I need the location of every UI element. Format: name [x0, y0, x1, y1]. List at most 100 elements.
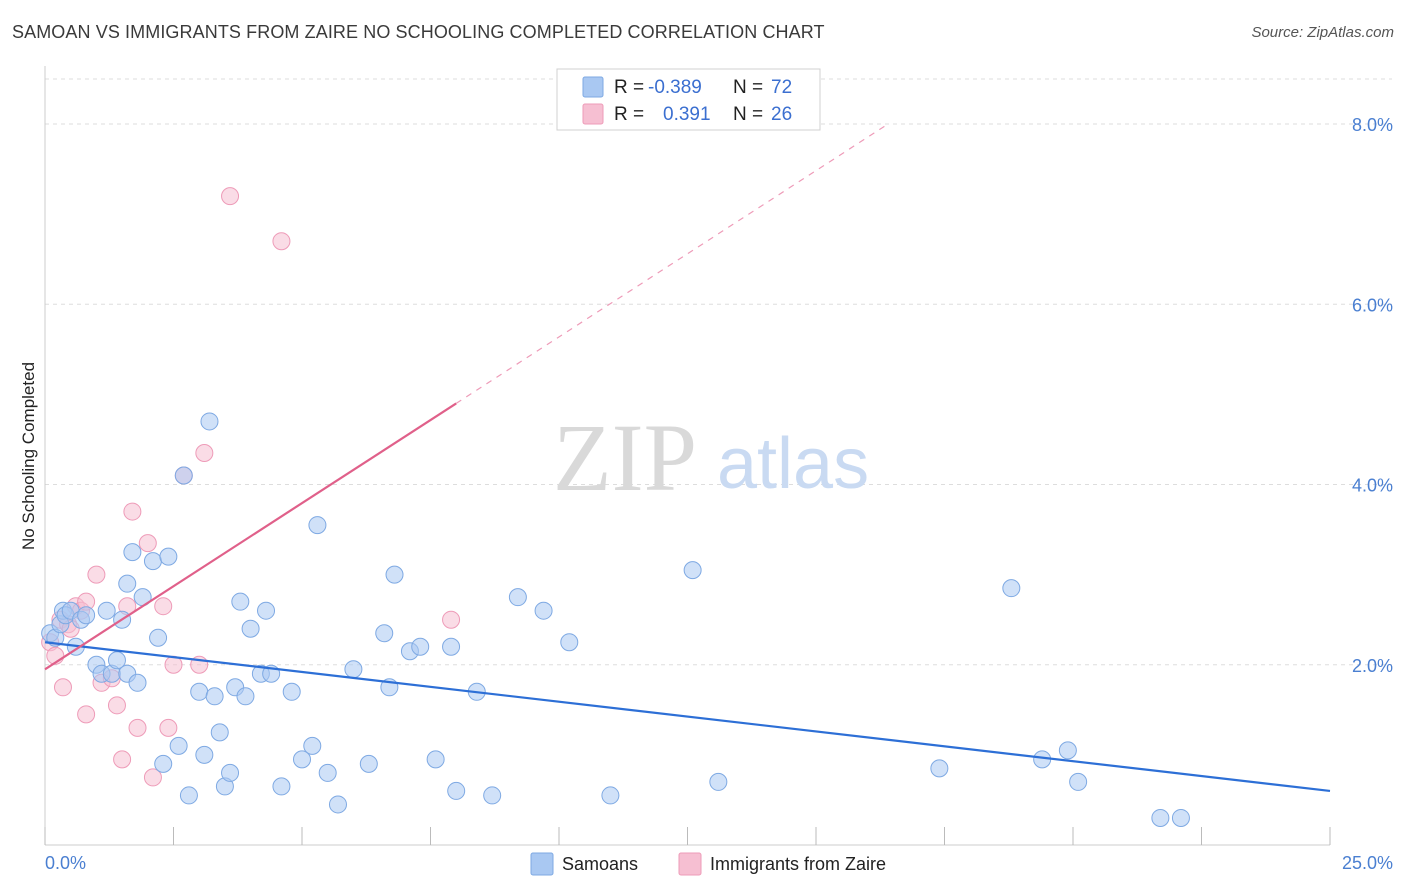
bottom-legend-label-samoans: Samoans — [562, 854, 638, 874]
samoan-point — [179, 786, 198, 805]
zaire-point — [154, 597, 173, 616]
samoan-point — [344, 660, 363, 679]
y-tick-label: 4.0% — [1352, 476, 1393, 496]
samoan-point — [190, 682, 209, 701]
zaire-trend-line — [44, 402, 457, 671]
samoan-point — [601, 786, 620, 805]
samoan-point — [174, 466, 193, 485]
samoan-point — [154, 754, 173, 773]
zaire-point — [77, 705, 96, 724]
correlation-legend: R = -0.389 N = 72 R = 0.391 N = 26 — [556, 68, 821, 131]
zaire-point — [221, 187, 240, 206]
legend-r-value-2: 0.391 — [663, 104, 711, 125]
samoan-point — [385, 565, 404, 584]
legend-r-value-1: -0.389 — [648, 77, 702, 98]
samoan-point — [231, 592, 250, 611]
samoan-point — [303, 736, 322, 755]
samoan-point — [508, 588, 527, 607]
zaire-point — [272, 232, 291, 251]
zaire-point — [159, 718, 178, 737]
zaire-point — [128, 718, 147, 737]
x-tick-labels: 0.0% 25.0% — [45, 853, 1393, 873]
zaire-point — [113, 750, 132, 769]
legend-swatch-zaire — [582, 103, 604, 125]
samoan-point — [118, 574, 137, 593]
source-label: Source: ZipAtlas.com — [1251, 24, 1394, 41]
samoan-point — [143, 552, 162, 571]
samoan-point — [210, 723, 229, 742]
legend-n-label-2: N = — [733, 104, 763, 125]
samoan-point — [442, 637, 461, 656]
samoan-point — [1058, 741, 1077, 760]
samoan-point — [560, 633, 579, 652]
samoan-point — [128, 673, 147, 692]
samoan-point — [257, 601, 276, 620]
samoans-trend-line — [44, 641, 1331, 793]
samoan-point — [483, 786, 502, 805]
samoan-point — [1002, 579, 1021, 598]
samoan-point — [77, 606, 96, 625]
zaire-point — [107, 696, 126, 715]
zaire-point — [87, 565, 106, 584]
zaire-trend-extension — [455, 123, 889, 404]
y-tick-label: 2.0% — [1352, 656, 1393, 676]
zaire-point — [138, 534, 157, 553]
y-tick-label: 6.0% — [1352, 295, 1393, 315]
samoan-point — [272, 777, 291, 796]
samoan-point — [359, 754, 378, 773]
samoan-point — [534, 601, 553, 620]
y-axis-title: No Schooling Completed — [19, 362, 38, 550]
legend-n-value-1: 72 — [771, 77, 792, 98]
samoan-point — [236, 687, 255, 706]
x-tick-label: 25.0% — [1342, 853, 1393, 873]
watermark-atlas: atlas — [717, 424, 869, 504]
samoan-point — [123, 543, 142, 562]
x-tick-label: 0.0% — [45, 853, 86, 873]
samoan-point — [447, 781, 466, 800]
samoan-point — [221, 763, 240, 782]
samoan-point — [149, 628, 168, 647]
bottom-legend-swatch-samoans — [530, 852, 554, 876]
legend-r-label-2: R = — [614, 104, 644, 125]
samoan-point — [241, 619, 260, 638]
zaire-point — [442, 610, 461, 629]
trend-lines — [44, 123, 1331, 793]
watermark: ZIP atlas — [553, 404, 869, 511]
samoan-point — [930, 759, 949, 778]
series-legend: Samoans Immigrants from Zaire — [530, 852, 886, 876]
samoan-point — [97, 601, 116, 620]
legend-n-label-1: N = — [733, 77, 763, 98]
zaire-point — [195, 443, 214, 462]
legend-n-value-2: 26 — [771, 104, 792, 125]
samoan-point — [1151, 808, 1170, 827]
chart-title: SAMOAN VS IMMIGRANTS FROM ZAIRE NO SCHOO… — [12, 22, 825, 42]
samoan-point — [308, 516, 327, 535]
samoan-point — [205, 687, 224, 706]
y-tick-labels: 2.0% 4.0% 6.0% 8.0% — [1352, 115, 1393, 676]
legend-r-label-1: R = — [614, 77, 644, 98]
samoan-point — [683, 561, 702, 580]
samoan-point — [1069, 772, 1088, 791]
samoan-point — [709, 772, 728, 791]
samoan-point — [159, 547, 178, 566]
samoan-point — [169, 736, 188, 755]
samoan-point — [375, 624, 394, 643]
zaire-point — [123, 502, 142, 521]
samoan-point — [328, 795, 347, 814]
bottom-legend-swatch-zaire — [678, 852, 702, 876]
samoan-point — [200, 412, 219, 431]
samoan-point — [282, 682, 301, 701]
samoan-point — [1171, 808, 1190, 827]
grid-lines — [45, 78, 1392, 666]
bottom-legend-label-zaire: Immigrants from Zaire — [710, 854, 886, 874]
legend-swatch-samoans — [582, 76, 604, 98]
zaire-point — [143, 768, 162, 787]
zaire-point — [53, 678, 72, 697]
samoan-point — [293, 750, 311, 769]
samoan-point — [411, 637, 430, 656]
watermark-zip: ZIP — [553, 404, 697, 511]
samoan-point — [107, 651, 126, 670]
samoan-point — [426, 750, 445, 769]
y-tick-label: 8.0% — [1352, 115, 1393, 135]
